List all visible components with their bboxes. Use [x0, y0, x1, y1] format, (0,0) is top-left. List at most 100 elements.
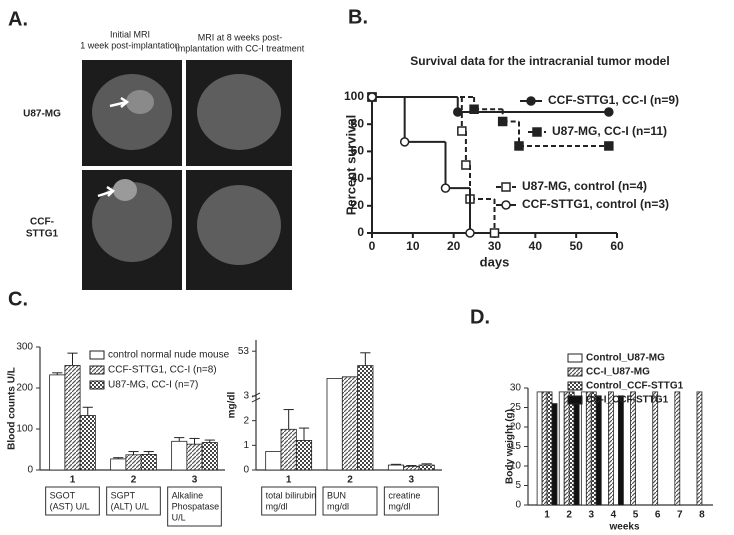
y-tick-label: 100	[344, 89, 364, 103]
bar	[125, 454, 142, 471]
legend-label: CCF-STTG1, control (n=3)	[522, 197, 669, 211]
legend-label: control normal nude mouse	[108, 350, 230, 361]
tumor	[113, 179, 137, 201]
tumor	[126, 90, 154, 114]
x-tick-label: 5	[633, 510, 639, 521]
survival-point	[604, 107, 614, 117]
category-note: mg/dl	[388, 501, 410, 511]
survival-point	[457, 126, 467, 136]
bar	[186, 443, 203, 471]
x-tick-label: 1	[70, 475, 76, 486]
survival-point	[514, 141, 524, 151]
category-note: mg/dl	[327, 501, 349, 511]
survival-point	[489, 228, 500, 238]
bar	[585, 391, 592, 506]
bar	[595, 395, 602, 506]
panel-label: B.	[348, 6, 368, 28]
category-note: total bilirubin	[266, 490, 317, 500]
x-axis-label: weeks	[608, 522, 639, 533]
y-tick-label: 40	[351, 171, 365, 185]
legend-swatch	[89, 350, 105, 360]
x-tick-label: 1	[544, 510, 550, 521]
y-axis-label: Blood counts U/L	[7, 367, 18, 450]
category-note: (ALT) U/L	[111, 501, 149, 511]
x-tick-label: 2	[131, 475, 137, 486]
legend-label: U87-MG, control (n=4)	[522, 179, 647, 193]
y-tick-label: 0	[27, 465, 33, 476]
bar	[171, 440, 188, 471]
bar	[590, 391, 597, 506]
x-tick-label: 1	[286, 475, 292, 486]
category-box	[106, 486, 161, 516]
row-label: CCF-	[30, 217, 54, 228]
x-tick-label: 2	[347, 475, 353, 486]
column-header: implantation with CC-I treatment	[176, 43, 305, 53]
x-tick-label: 50	[569, 239, 583, 253]
legend-marker	[501, 200, 511, 210]
bar	[551, 403, 558, 506]
y-tick-label: 53	[238, 346, 250, 357]
x-tick-label: 3	[589, 510, 595, 521]
legend-label: CCF-STTG1, CC-I (n=9)	[548, 93, 679, 107]
bar	[79, 415, 96, 471]
survival-point	[461, 160, 471, 170]
category-box	[261, 486, 317, 516]
survival-point	[399, 137, 410, 147]
brain	[92, 182, 172, 262]
panel-label: D.	[470, 306, 490, 328]
survival-point	[604, 141, 614, 151]
x-tick-label: 3	[192, 475, 198, 486]
panel-label: C.	[8, 288, 28, 310]
y-axis-label: mg/dl	[227, 391, 238, 418]
y-axis-label: Body weight (g)	[505, 409, 516, 484]
x-tick-label: 10	[406, 239, 420, 253]
bar	[265, 451, 282, 471]
arrow	[97, 185, 115, 198]
category-box	[167, 486, 222, 527]
y-tick-label: 25	[510, 402, 522, 413]
x-axis-label: days	[480, 254, 510, 269]
bar	[357, 365, 374, 471]
bar	[403, 465, 420, 471]
y-tick-label: 200	[16, 383, 33, 394]
axis-break	[251, 397, 261, 403]
category-note: BUN	[327, 490, 346, 500]
bar	[280, 428, 297, 471]
bar	[295, 439, 313, 471]
category-box	[322, 486, 378, 516]
category-note: creatine	[388, 490, 420, 500]
y-tick-label: 20	[351, 198, 365, 212]
legend-label: U87-MG, CC-I (n=7)	[108, 380, 198, 391]
mri-panel: A. Initial MRI 1 week post-implantation …	[8, 8, 305, 290]
bar	[326, 377, 343, 471]
bar	[568, 391, 575, 506]
y-tick-label: 15	[510, 441, 522, 452]
y-tick-label: 100	[16, 424, 33, 435]
category-box	[45, 486, 100, 516]
category-note: (AST) U/L	[50, 501, 90, 511]
y-tick-label: 30	[510, 383, 522, 394]
column-header: Initial MRI	[110, 29, 150, 39]
survival-point	[367, 92, 377, 102]
x-tick-label: 2	[566, 510, 572, 521]
bar	[536, 391, 543, 506]
bar	[140, 454, 157, 471]
x-tick-label: 30	[488, 239, 502, 253]
bar	[546, 391, 553, 506]
x-tick-label: 8	[699, 510, 705, 521]
bar	[580, 391, 587, 506]
x-tick-label: 4	[611, 510, 617, 521]
y-tick-label: 80	[351, 116, 365, 130]
legend-label: CC-I_U87-MG	[586, 367, 650, 378]
panel-label: A.	[8, 8, 28, 30]
category-note: SGPT	[111, 490, 136, 500]
survival-point	[469, 104, 479, 114]
y-tick-label: 0	[357, 225, 364, 239]
bar	[696, 391, 703, 506]
bar	[64, 365, 81, 471]
y-tick-label: 10	[510, 461, 522, 472]
bar	[201, 442, 218, 471]
brain	[197, 74, 281, 150]
legend-marker	[532, 127, 542, 137]
